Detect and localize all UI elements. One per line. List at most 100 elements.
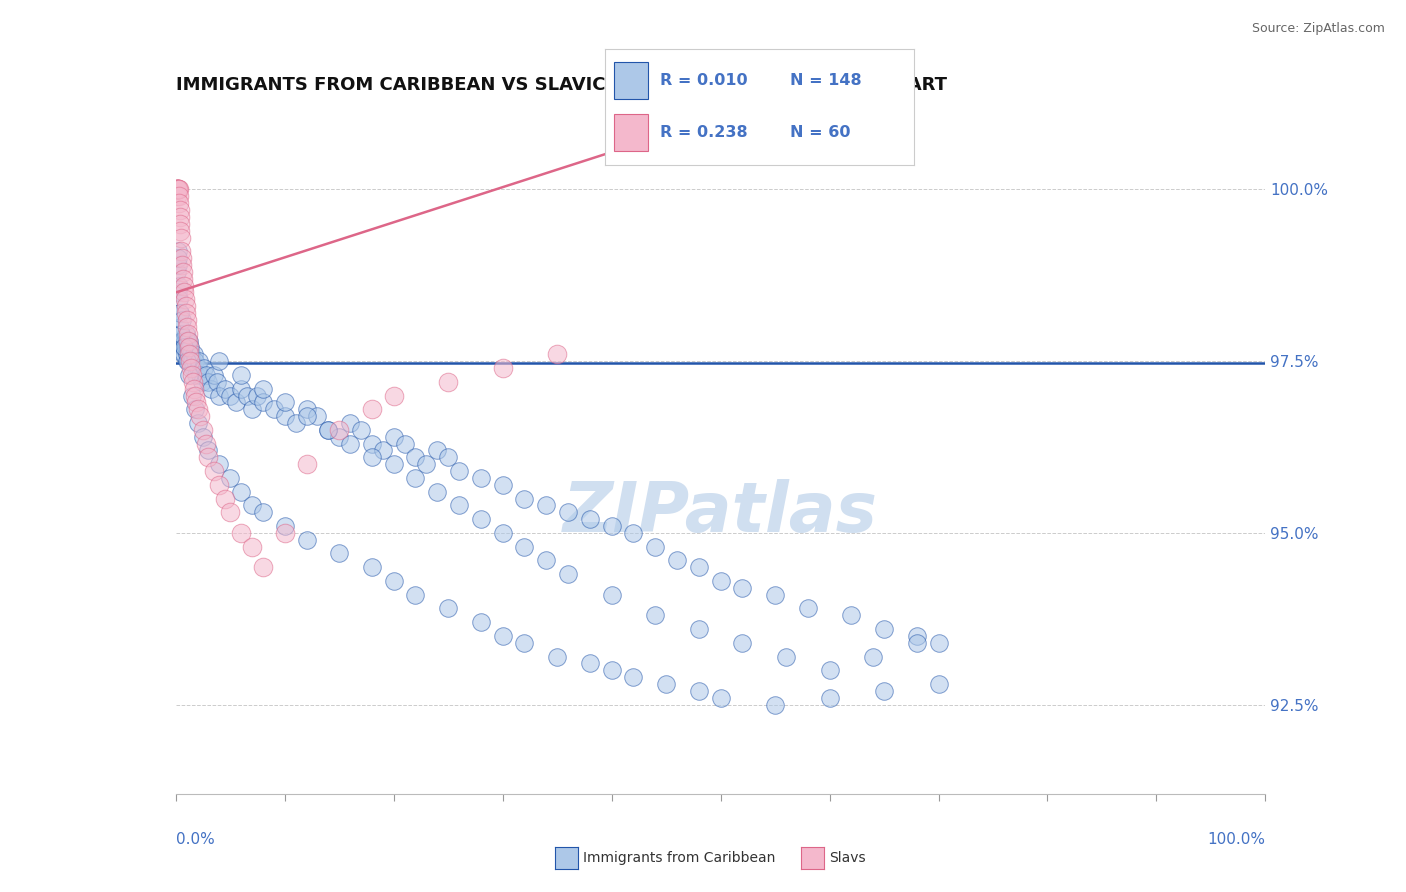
Point bbox=[174, 293, 197, 307]
Point bbox=[200, 382, 222, 396]
Point bbox=[492, 361, 515, 376]
Point bbox=[166, 182, 188, 196]
Point bbox=[928, 636, 950, 650]
Point bbox=[177, 341, 200, 355]
Point bbox=[688, 560, 710, 574]
Point bbox=[167, 196, 190, 211]
Point bbox=[350, 423, 373, 437]
Point bbox=[169, 319, 191, 334]
Point bbox=[600, 588, 623, 602]
Point bbox=[167, 182, 190, 196]
Point bbox=[295, 533, 318, 547]
Point bbox=[688, 622, 710, 636]
Point bbox=[167, 182, 190, 196]
Point bbox=[710, 690, 733, 705]
Point bbox=[174, 326, 197, 341]
Point bbox=[666, 553, 689, 567]
Point bbox=[170, 334, 193, 348]
Text: IMMIGRANTS FROM CARIBBEAN VS SLAVIC 1ST GRADE CORRELATION CHART: IMMIGRANTS FROM CARIBBEAN VS SLAVIC 1ST … bbox=[176, 77, 946, 95]
Point bbox=[169, 230, 191, 244]
Point bbox=[546, 649, 568, 664]
Point bbox=[600, 519, 623, 533]
Point bbox=[274, 409, 297, 424]
Point bbox=[284, 416, 307, 430]
Point bbox=[492, 629, 515, 643]
Point bbox=[173, 341, 195, 355]
Point bbox=[183, 382, 205, 396]
Point bbox=[328, 430, 350, 444]
Point bbox=[405, 588, 427, 602]
Point bbox=[492, 525, 515, 540]
Point bbox=[184, 402, 207, 417]
Point bbox=[183, 347, 205, 361]
Point bbox=[644, 540, 666, 554]
Point bbox=[166, 182, 188, 196]
Point bbox=[557, 505, 579, 519]
Point bbox=[177, 368, 200, 382]
Point bbox=[426, 443, 449, 458]
Point bbox=[470, 512, 492, 526]
Point bbox=[187, 354, 209, 368]
Point bbox=[219, 388, 242, 402]
Point bbox=[437, 450, 460, 465]
Point bbox=[169, 306, 191, 320]
Point bbox=[179, 341, 201, 355]
Point bbox=[177, 354, 200, 368]
Point bbox=[174, 306, 197, 320]
Point bbox=[274, 519, 297, 533]
Point bbox=[763, 698, 786, 712]
Text: ZIPatlas: ZIPatlas bbox=[562, 479, 879, 546]
Point bbox=[188, 409, 211, 424]
Point bbox=[219, 471, 242, 485]
Point bbox=[177, 347, 200, 361]
Point bbox=[775, 649, 797, 664]
Point bbox=[181, 361, 204, 376]
Point bbox=[181, 368, 204, 382]
Point bbox=[231, 484, 253, 499]
Point bbox=[202, 464, 225, 478]
Point bbox=[655, 677, 678, 691]
Point bbox=[382, 430, 405, 444]
Point bbox=[208, 477, 231, 491]
Point bbox=[274, 525, 297, 540]
Point bbox=[214, 491, 236, 506]
Point bbox=[731, 581, 754, 595]
Point bbox=[167, 293, 190, 307]
Point bbox=[173, 285, 195, 300]
Point bbox=[797, 601, 820, 615]
Point bbox=[214, 382, 236, 396]
Point bbox=[644, 608, 666, 623]
Point bbox=[371, 443, 394, 458]
Point bbox=[905, 636, 928, 650]
Point bbox=[166, 182, 188, 196]
Point bbox=[246, 388, 269, 402]
Point bbox=[176, 347, 198, 361]
Text: Source: ZipAtlas.com: Source: ZipAtlas.com bbox=[1251, 22, 1385, 36]
Point bbox=[328, 423, 350, 437]
Point bbox=[339, 436, 361, 450]
Point bbox=[176, 354, 198, 368]
Point bbox=[195, 436, 218, 450]
Point bbox=[197, 450, 219, 465]
Point bbox=[240, 499, 263, 513]
FancyBboxPatch shape bbox=[614, 62, 648, 99]
Point bbox=[174, 334, 197, 348]
Point bbox=[172, 334, 194, 348]
Point bbox=[179, 354, 201, 368]
Point bbox=[172, 271, 194, 285]
Point bbox=[172, 313, 194, 327]
Point bbox=[361, 560, 384, 574]
Point bbox=[928, 677, 950, 691]
Point bbox=[208, 457, 231, 471]
Point bbox=[170, 341, 193, 355]
Text: R = 0.010: R = 0.010 bbox=[661, 73, 748, 88]
Point bbox=[447, 464, 470, 478]
Point bbox=[579, 512, 602, 526]
Point bbox=[252, 505, 274, 519]
Point bbox=[841, 608, 863, 623]
Point bbox=[579, 657, 602, 671]
Text: 100.0%: 100.0% bbox=[1208, 831, 1265, 847]
Point bbox=[177, 334, 200, 348]
Point bbox=[382, 574, 405, 588]
Point bbox=[710, 574, 733, 588]
